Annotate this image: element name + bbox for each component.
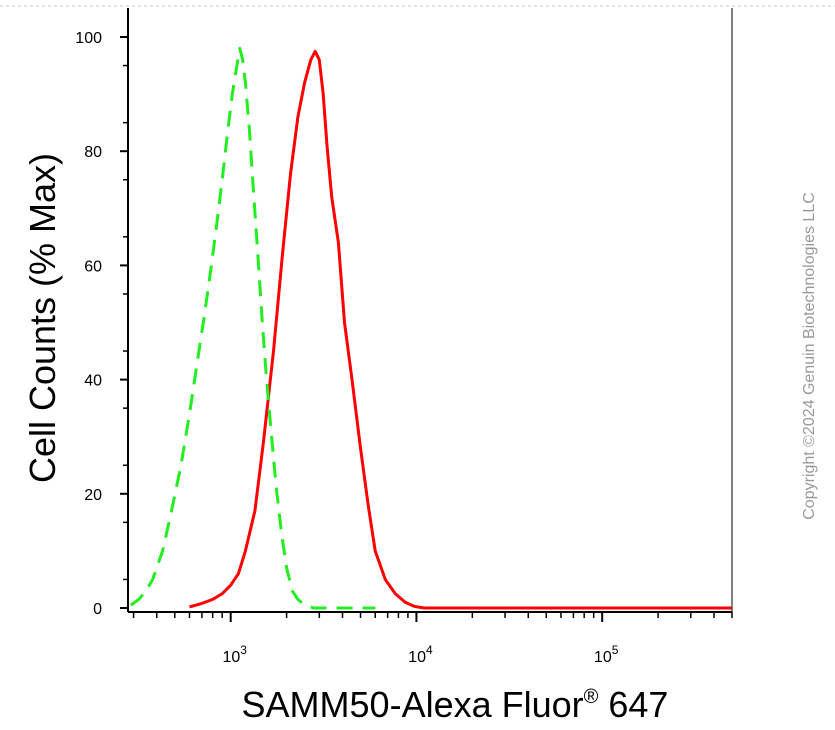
copyright-watermark: Copyright ©2024 Genuin Biotechnologies L…: [801, 192, 818, 520]
y-tick-label: 40: [84, 373, 102, 390]
y-tick-label: 60: [84, 258, 102, 275]
x-axis-title: SAMM50-Alexa Fluor® 647: [242, 684, 669, 725]
x-axis-ticks: 103 104 105: [132, 612, 733, 666]
x-tick-label: 104: [408, 643, 433, 666]
x-axis-title-registered: ®: [584, 686, 599, 708]
y-axis-ticks: 0 20 40 60 80 100: [75, 30, 128, 618]
series-group: [129, 46, 732, 610]
x-tick-label: 103: [222, 643, 247, 666]
y-axis-title: Cell Counts (% Max): [22, 153, 63, 483]
plot-area: 0 20 40 60 80 100 103 104 105: [0, 5, 835, 666]
x-axis-title-suffix: 647: [598, 684, 668, 725]
y-tick-label: 20: [84, 487, 102, 504]
samm50-histogram-line: [189, 49, 732, 610]
y-tick-label: 0: [93, 601, 102, 618]
x-tick-label: 105: [594, 643, 619, 666]
control-histogram-line: [129, 46, 376, 610]
y-tick-label: 100: [75, 30, 102, 47]
y-tick-label: 80: [84, 144, 102, 161]
x-axis-title-main: SAMM50-Alexa Fluor: [242, 684, 584, 725]
